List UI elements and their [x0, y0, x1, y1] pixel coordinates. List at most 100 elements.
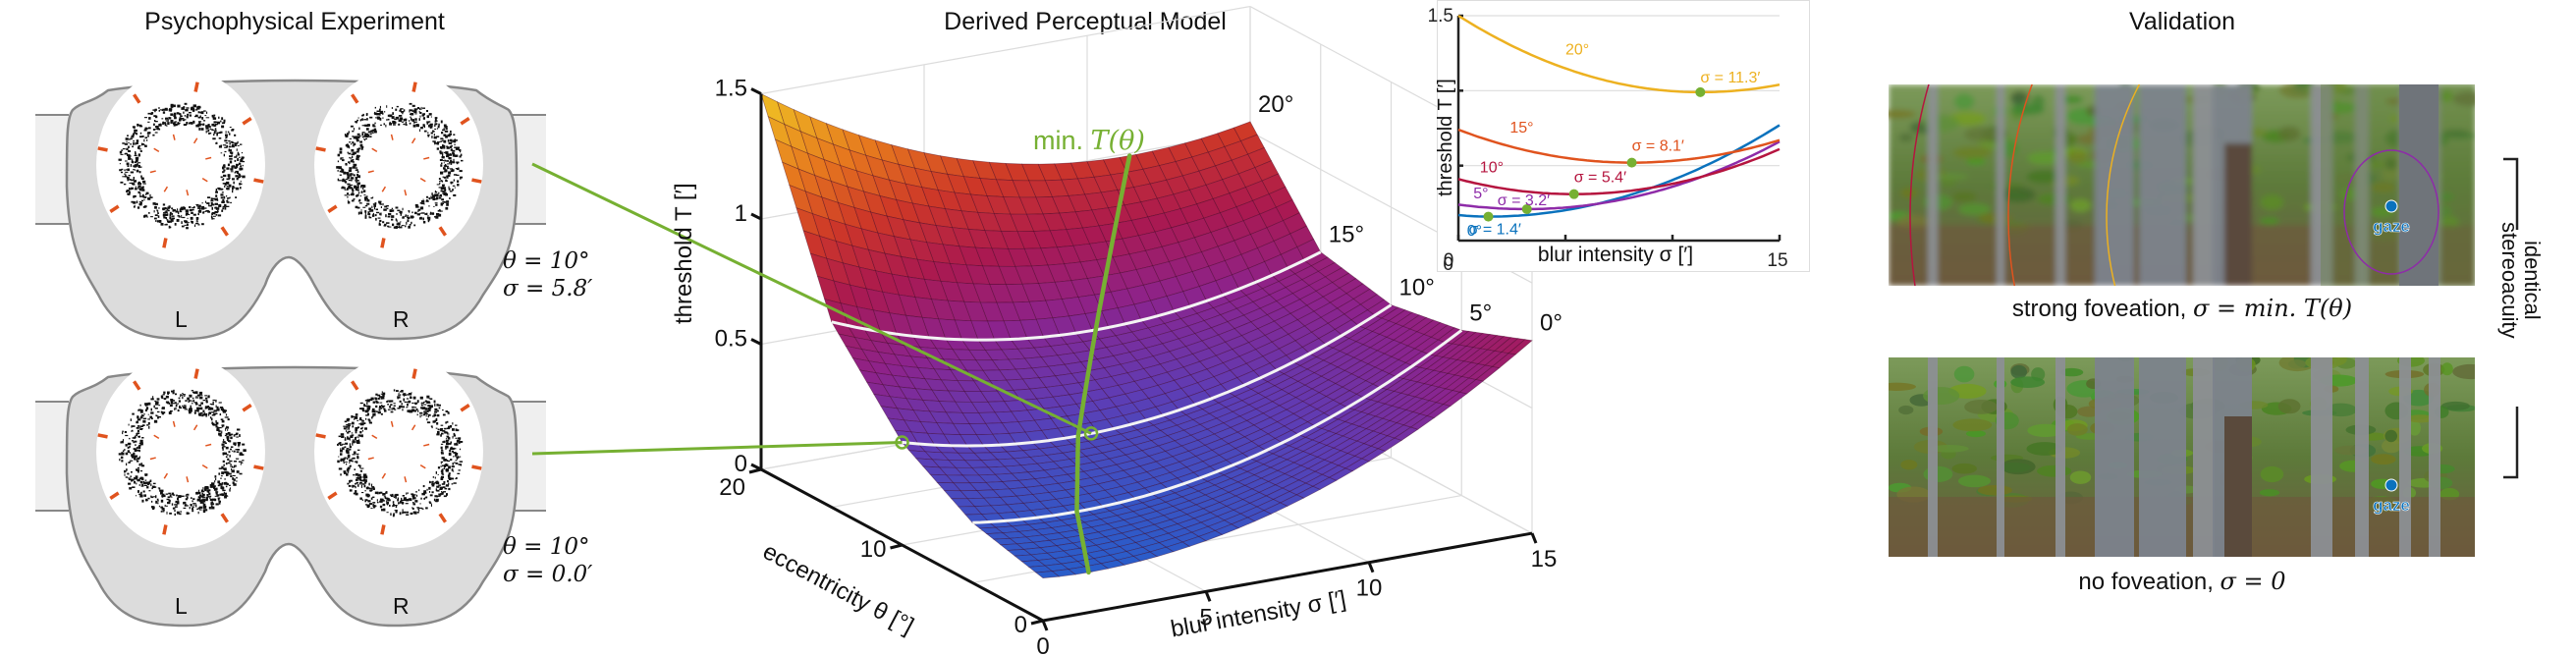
noise-dot — [232, 187, 234, 191]
noise-dot — [205, 415, 207, 417]
noise-dot — [395, 510, 398, 514]
noise-dot — [127, 446, 130, 449]
noise-dot — [183, 502, 185, 505]
noise-dot — [146, 424, 149, 426]
noise-dot — [234, 134, 237, 136]
noise-dot — [366, 399, 370, 403]
leaf — [2066, 150, 2088, 164]
leaf — [1964, 399, 1999, 414]
noise-dot — [172, 391, 175, 395]
noise-dot — [212, 117, 217, 120]
noise-dot — [348, 180, 352, 182]
noise-dot — [143, 215, 146, 218]
noise-dot — [134, 180, 137, 183]
noise-dot — [364, 210, 367, 213]
leaf — [2259, 217, 2280, 225]
noise-dot — [440, 443, 444, 445]
noise-dot — [120, 153, 124, 155]
noise-dot — [176, 494, 178, 497]
inner-marker — [367, 170, 374, 174]
noise-dot — [223, 195, 226, 199]
noise-dot — [139, 190, 142, 191]
noise-dot — [454, 443, 457, 446]
noise-dot — [222, 205, 226, 208]
noise-dot — [148, 127, 151, 130]
noise-dot — [374, 491, 378, 495]
noise-dot — [132, 135, 135, 138]
noise-dot — [242, 156, 245, 159]
inner-marker — [423, 443, 430, 447]
noise-dot — [169, 213, 172, 217]
noise-dot — [163, 122, 167, 125]
noise-dot — [380, 397, 383, 400]
noise-dot — [447, 437, 451, 440]
noise-dot — [202, 502, 204, 505]
noise-dot — [167, 122, 170, 125]
noise-dot — [434, 408, 438, 411]
noise-dot — [240, 463, 242, 465]
noise-dot — [440, 475, 444, 478]
noise-dot — [442, 468, 444, 472]
noise-dot — [366, 202, 370, 205]
noise-dot — [343, 187, 346, 190]
lens-background — [314, 355, 483, 548]
noise-dot — [144, 196, 147, 198]
noise-dot — [215, 423, 218, 426]
noise-dot — [127, 442, 132, 446]
noise-dot — [124, 173, 127, 175]
noise-dot — [441, 140, 444, 142]
noise-dot — [219, 434, 222, 437]
noise-dot — [389, 400, 394, 403]
noise-dot — [199, 115, 201, 118]
noise-dot — [367, 412, 369, 415]
noise-dot — [154, 108, 157, 111]
noise-dot — [238, 445, 240, 448]
noise-dot — [137, 162, 141, 164]
noise-dot — [137, 425, 140, 427]
noise-dot — [180, 395, 182, 398]
noise-dot — [359, 211, 362, 215]
noise-dot — [363, 405, 367, 408]
surface-cell — [1401, 314, 1428, 330]
noise-dot — [435, 215, 439, 219]
noise-dot — [128, 482, 132, 485]
noise-dot — [153, 123, 155, 126]
noise-dot — [444, 427, 447, 430]
noise-dot — [218, 204, 222, 207]
noise-dot — [149, 196, 153, 198]
outer-marker — [351, 380, 359, 391]
leaf — [2288, 359, 2306, 369]
noise-dot — [445, 460, 449, 462]
noise-dot — [234, 156, 238, 158]
noise-dot — [397, 499, 399, 502]
noise-dot — [386, 501, 389, 505]
noise-dot — [146, 486, 149, 489]
noise-dot — [420, 404, 423, 407]
noise-dot — [444, 189, 447, 191]
noise-dot — [356, 426, 359, 429]
noise-dot — [160, 506, 164, 509]
leaf — [1957, 202, 1992, 216]
noise-dot — [224, 495, 228, 497]
noise-dot — [221, 191, 224, 193]
noise-dot — [186, 227, 189, 230]
noise-dot — [405, 499, 409, 502]
noise-dot — [405, 512, 409, 514]
noise-dot — [231, 145, 235, 148]
noise-dot — [360, 482, 362, 485]
noise-dot — [132, 160, 134, 164]
noise-dot — [403, 123, 406, 126]
noise-dot — [364, 409, 368, 413]
leaf — [2010, 364, 2028, 379]
noise-dot — [442, 129, 445, 132]
noise-dot — [413, 110, 417, 113]
noise-dot — [198, 121, 202, 123]
noise-dot — [456, 477, 458, 479]
noise-dot — [196, 394, 201, 397]
noise-dot — [428, 197, 431, 200]
leaf — [2371, 182, 2396, 193]
noise-dot — [221, 465, 224, 469]
noise-dot — [433, 140, 436, 143]
noise-dot — [225, 427, 228, 429]
noise-dot — [212, 401, 214, 404]
